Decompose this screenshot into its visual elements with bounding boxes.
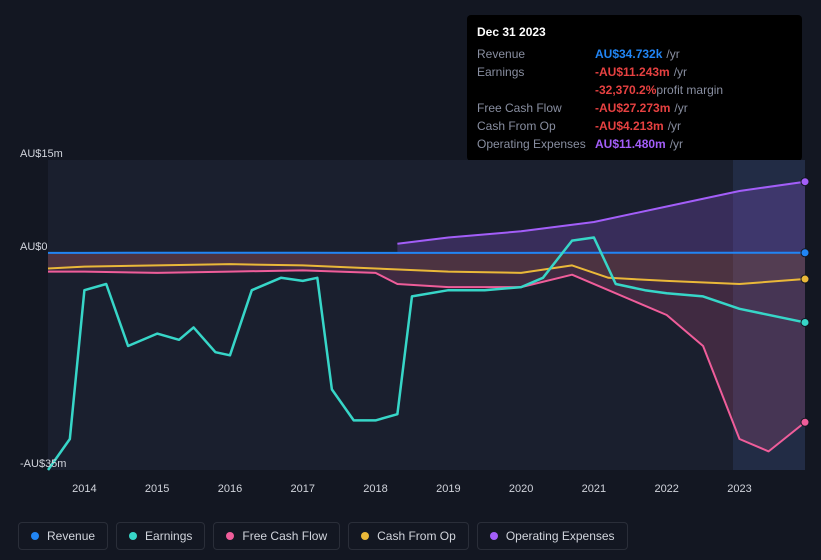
legend-label: Free Cash Flow	[242, 529, 327, 543]
tooltip-subrow: -32,370.2% profit margin	[477, 81, 792, 99]
tooltip-unit: /yr	[674, 63, 687, 81]
legend-item-earnings[interactable]: Earnings	[116, 522, 205, 550]
legend-item-operating-expenses[interactable]: Operating Expenses	[477, 522, 628, 550]
x-axis-label: 2022	[654, 483, 678, 495]
x-axis-label: 2020	[509, 483, 533, 495]
legend-dot	[31, 532, 39, 540]
tooltip-value: -AU$4.213m	[595, 117, 664, 135]
x-axis-label: 2017	[291, 483, 315, 495]
chart-legend: Revenue Earnings Free Cash Flow Cash From O…	[18, 522, 628, 550]
tooltip-unit: /yr	[666, 45, 679, 63]
x-axis-label: 2016	[218, 483, 242, 495]
tooltip-value: -AU$27.273m	[595, 99, 670, 117]
legend-dot	[129, 532, 137, 540]
legend-item-free-cash-flow[interactable]: Free Cash Flow	[213, 522, 340, 550]
x-axis-label: 2021	[582, 483, 606, 495]
legend-label: Operating Expenses	[506, 529, 615, 543]
tooltip-unit: /yr	[670, 135, 683, 153]
tooltip-label: Free Cash Flow	[477, 99, 595, 117]
y-axis-label: -AU$35m	[20, 458, 66, 470]
x-axis-label: 2019	[436, 483, 460, 495]
chart-canvas	[18, 160, 805, 470]
tooltip-label: Earnings	[477, 63, 595, 81]
y-axis-label: AU$0	[20, 241, 48, 253]
legend-dot	[226, 532, 234, 540]
x-axis-label: 2014	[72, 483, 96, 495]
tooltip-row: Cash From Op-AU$4.213m/yr	[477, 117, 792, 135]
tooltip-label: Operating Expenses	[477, 135, 595, 153]
legend-dot	[490, 532, 498, 540]
tooltip-row: Earnings-AU$11.243m/yr	[477, 63, 792, 81]
legend-dot	[361, 532, 369, 540]
tooltip-unit: /yr	[668, 117, 681, 135]
tooltip-unit: /yr	[674, 99, 687, 117]
x-axis-label: 2015	[145, 483, 169, 495]
legend-label: Earnings	[145, 529, 192, 543]
tooltip-row: Free Cash Flow-AU$27.273m/yr	[477, 99, 792, 117]
financials-chart[interactable]: AU$15mAU$0-AU$35m 2014201520162017201820…	[18, 160, 805, 480]
tooltip-row: RevenueAU$34.732k/yr	[477, 45, 792, 63]
legend-label: Revenue	[47, 529, 95, 543]
tooltip-value: AU$34.732k	[595, 45, 662, 63]
tooltip-row: Operating ExpensesAU$11.480m/yr	[477, 135, 792, 153]
tooltip-label: Cash From Op	[477, 117, 595, 135]
tooltip-value: AU$11.480m	[595, 135, 666, 153]
legend-label: Cash From Op	[377, 529, 456, 543]
tooltip-value: -AU$11.243m	[595, 63, 670, 81]
x-axis-label: 2018	[363, 483, 387, 495]
x-axis-label: 2023	[727, 483, 751, 495]
chart-tooltip: Dec 31 2023 RevenueAU$34.732k/yrEarnings…	[467, 15, 802, 161]
y-axis-label: AU$15m	[20, 148, 63, 160]
tooltip-label: Revenue	[477, 45, 595, 63]
legend-item-cash-from-op[interactable]: Cash From Op	[348, 522, 469, 550]
legend-item-revenue[interactable]: Revenue	[18, 522, 108, 550]
tooltip-date: Dec 31 2023	[477, 23, 792, 41]
